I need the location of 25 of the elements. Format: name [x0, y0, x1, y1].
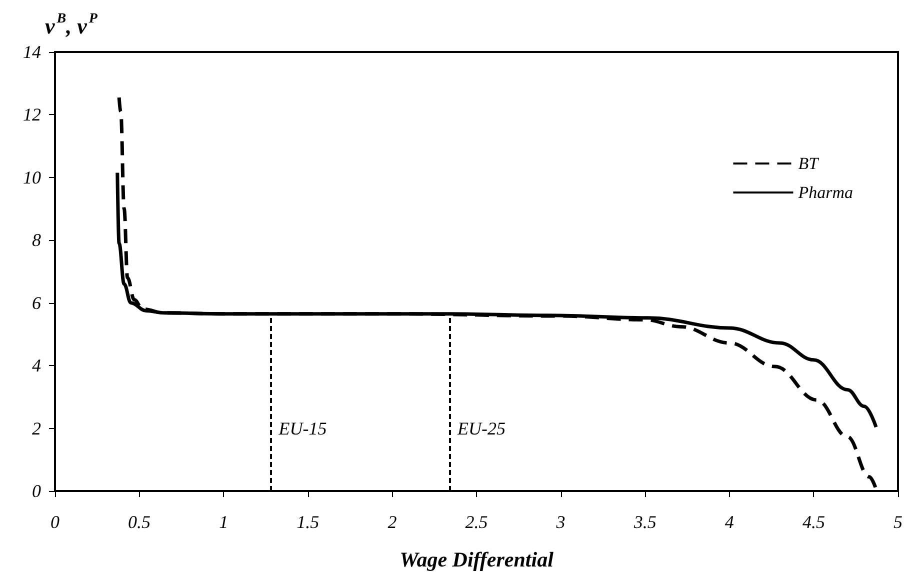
x-tick-label: 4.5 — [802, 512, 825, 532]
legend-label: BT — [798, 154, 820, 173]
x-tick-label: 1 — [219, 512, 228, 532]
x-tick-label: 5 — [894, 512, 902, 532]
ref-line-label: EU-25 — [456, 418, 506, 438]
x-tick-label: 0 — [50, 512, 60, 532]
line-series — [117, 96, 878, 491]
x-tick-label: 0.5 — [128, 512, 151, 532]
x-tick-label: 2.5 — [465, 512, 488, 532]
x-tick-label: 3.5 — [632, 512, 656, 532]
x-axis-title: Wage Differential — [400, 548, 554, 572]
y-tick-label: 14 — [23, 42, 41, 62]
y-tick-label: 12 — [23, 104, 41, 125]
y-tick-label: 0 — [32, 481, 41, 501]
y-tick-label: 10 — [23, 167, 41, 188]
y-tick-label: 2 — [32, 418, 41, 438]
x-tick-label: 2 — [388, 512, 397, 532]
x-tick-label: 1.5 — [296, 512, 320, 532]
y-tick-label: 4 — [32, 356, 41, 376]
x-tick-label: 4 — [724, 512, 734, 532]
x-tick-label: 3 — [555, 512, 566, 532]
ref-line-label: EU-15 — [278, 418, 327, 438]
y-tick-label: 8 — [32, 230, 41, 250]
legend-label: Pharma — [797, 183, 854, 202]
y-tick-label: 6 — [32, 292, 41, 313]
